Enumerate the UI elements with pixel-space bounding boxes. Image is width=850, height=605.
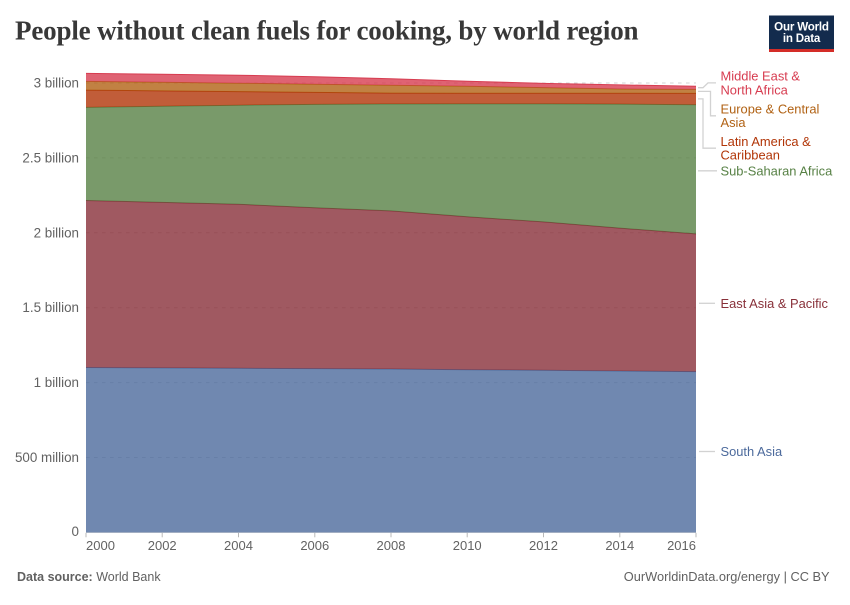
svg-text:East Asia & Pacific: East Asia & Pacific [721, 296, 829, 311]
svg-text:2.5 billion: 2.5 billion [22, 150, 79, 165]
svg-text:Our World: Our World [774, 20, 829, 33]
svg-text:OurWorldinData.org/energy | CC: OurWorldinData.org/energy | CC BY [624, 569, 830, 584]
svg-text:2 billion: 2 billion [34, 225, 79, 240]
svg-text:3 billion: 3 billion [34, 76, 79, 91]
svg-text:Data source: World Bank: Data source: World Bank [17, 570, 161, 584]
svg-text:2004: 2004 [224, 538, 253, 553]
svg-text:2016: 2016 [667, 538, 696, 553]
svg-text:2000: 2000 [86, 538, 115, 553]
svg-text:2010: 2010 [453, 538, 482, 553]
svg-text:Asia: Asia [721, 115, 747, 130]
svg-text:2002: 2002 [148, 538, 177, 553]
svg-text:2014: 2014 [605, 538, 634, 553]
svg-text:South Asia: South Asia [721, 444, 783, 459]
svg-text:Caribbean: Caribbean [721, 147, 780, 162]
svg-text:Middle East &: Middle East & [721, 68, 801, 83]
svg-text:0: 0 [72, 524, 79, 539]
svg-text:Sub-Saharan Africa: Sub-Saharan Africa [721, 163, 834, 178]
svg-text:500 million: 500 million [15, 450, 79, 465]
svg-text:People without clean fuels for: People without clean fuels for cooking, … [15, 15, 639, 45]
svg-text:1 billion: 1 billion [34, 375, 79, 390]
svg-text:2008: 2008 [377, 538, 406, 553]
svg-text:North Africa: North Africa [721, 83, 789, 98]
svg-text:2012: 2012 [529, 538, 558, 553]
svg-text:in Data: in Data [783, 32, 821, 45]
svg-text:Europe & Central: Europe & Central [721, 102, 820, 117]
svg-text:Latin America &: Latin America & [721, 134, 812, 149]
svg-text:2006: 2006 [300, 538, 329, 553]
svg-text:1.5 billion: 1.5 billion [22, 300, 79, 315]
